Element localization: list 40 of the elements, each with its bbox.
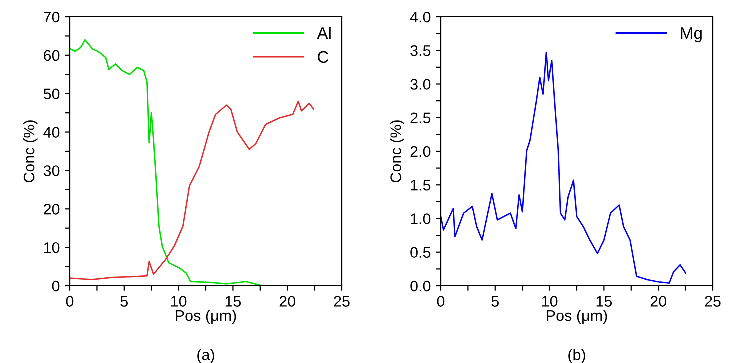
y-tick-label: 2.5 xyxy=(410,112,431,124)
x-tick-label: 10 xyxy=(542,296,558,307)
y-tick-label: 1.5 xyxy=(411,180,431,191)
x-tick-label: 5 xyxy=(492,296,500,307)
x-tick-label: 0 xyxy=(437,296,445,307)
y-tick-label: 60 xyxy=(44,50,60,62)
legend-label: Mg xyxy=(681,28,702,43)
x-tick-label: 20 xyxy=(280,296,296,307)
y-tick-label: 3.5 xyxy=(410,45,431,56)
y-tick-label: 30 xyxy=(44,166,60,176)
x-axis-title: Pos (μm) xyxy=(547,310,608,324)
y-tick-label: 4.0 xyxy=(410,12,431,23)
y-tick-label: 10 xyxy=(44,242,60,254)
text: (b) xyxy=(568,349,586,363)
legend-label: Al xyxy=(317,27,331,40)
x-tick-label: 25 xyxy=(705,296,721,307)
x-tick-label: 15 xyxy=(226,296,242,307)
y-tick-label: 40 xyxy=(44,127,60,138)
x-tick-label: 0 xyxy=(66,296,74,307)
y-tick-label: 1.0 xyxy=(411,214,431,224)
y-tick-label: 0.0 xyxy=(410,280,431,292)
y-tick-label: 3.0 xyxy=(410,79,431,90)
x-axis-title: Pos (μm) xyxy=(176,310,236,324)
y-tick-label: 70 xyxy=(44,12,60,23)
text: (a) xyxy=(198,349,214,363)
legend-label: C xyxy=(318,51,329,64)
x-tick-label: 20 xyxy=(650,296,666,307)
line-series xyxy=(441,52,686,284)
y-tick-label: 0.5 xyxy=(410,247,431,258)
y-tick-label: 20 xyxy=(44,204,60,215)
y-axis-title: Conc (%) xyxy=(390,120,404,183)
y-tick-label: 2.0 xyxy=(410,146,431,158)
x-tick-label: 5 xyxy=(120,296,128,307)
x-tick-label: 15 xyxy=(596,296,612,307)
y-axis-title: Conc (%) xyxy=(23,120,38,183)
x-tick-label: 10 xyxy=(171,296,187,307)
y-tick-label: 50 xyxy=(44,88,60,100)
y-tick-label: 0 xyxy=(52,280,60,292)
x-tick-label: 25 xyxy=(334,296,350,307)
line-series xyxy=(70,100,314,281)
